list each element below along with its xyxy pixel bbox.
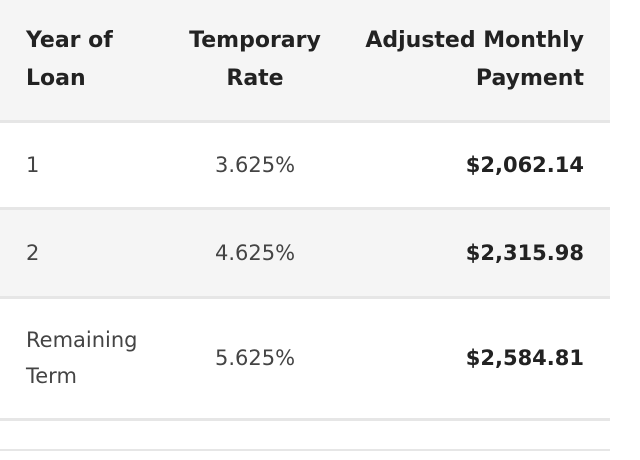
row-rate-cell: 5.625% [214, 346, 296, 370]
header-rate-line1: Temporary [189, 27, 321, 53]
header-payment-line2: Payment [475, 65, 584, 91]
table-row: 1 3.625% $2,062.14 [0, 121, 610, 208]
header-year-line1: Year of [26, 27, 113, 53]
row-year-label-line2: Term [26, 364, 77, 388]
row-payment-cell: $2,062.14 [465, 152, 584, 177]
header-adjusted-monthly-payment: Adjusted Monthly Payment [350, 0, 610, 121]
row-rate-cell: 4.625% [214, 240, 296, 265]
header-payment-line1: Adjusted Monthly [365, 27, 584, 53]
header-year-line2: Loan [26, 65, 86, 91]
table-header-row: Year of Loan Temporary Rate Adjusted Mon… [0, 0, 610, 121]
page-right-margin [610, 0, 640, 460]
row-payment-cell: $2,584.81 [465, 346, 584, 370]
row-year-label: 1 [26, 152, 40, 177]
row-year-cell: 1 [0, 121, 160, 208]
row-year-label: 2 [26, 240, 40, 265]
row-year-cell: 2 [0, 208, 160, 297]
header-temporary-rate: Temporary Rate [160, 0, 350, 121]
table-row: 2 4.625% $2,315.98 [0, 208, 610, 297]
row-rate-cell: 3.625% [214, 152, 296, 177]
buydown-payment-table: Year of Loan Temporary Rate Adjusted Mon… [0, 0, 610, 419]
row-payment-cell: $2,315.98 [465, 240, 584, 265]
header-year-of-loan: Year of Loan [0, 0, 160, 121]
row-year-label-line1: Remaining [26, 328, 138, 352]
table-bottom-divider [0, 449, 610, 451]
table-row: Remaining Term 5.625% $2,584.81 [0, 297, 610, 419]
header-rate-line2: Rate [226, 65, 284, 91]
row-year-cell: Remaining Term [0, 297, 160, 419]
